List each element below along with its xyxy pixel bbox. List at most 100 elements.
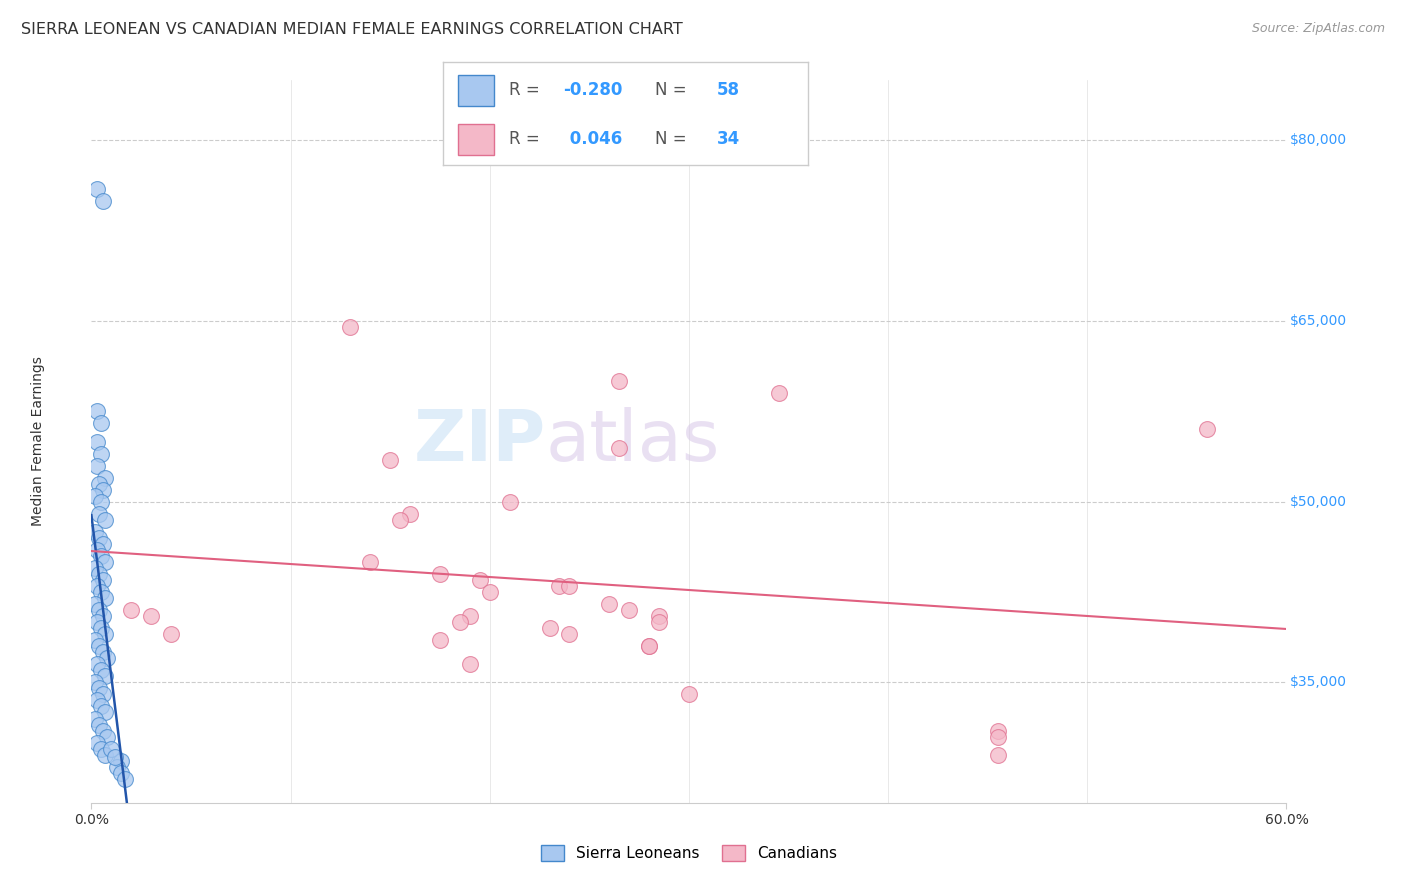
Point (105, 760, 128, 774)
Point (100, 741, 122, 756)
Point (89, 507, 111, 521)
Point (89, 639, 111, 653)
Point (86, 434, 108, 449)
Point (84, 712, 107, 726)
Point (89, 567, 111, 582)
Point (498, 494, 520, 508)
Text: N =: N = (655, 81, 692, 99)
Point (458, 657, 481, 672)
Point (84, 561, 107, 575)
Point (598, 597, 620, 611)
Point (548, 579, 571, 593)
Point (638, 639, 661, 653)
Point (478, 585, 501, 599)
Point (93, 687, 115, 701)
Point (90, 664, 112, 678)
Text: atlas: atlas (546, 407, 720, 476)
Point (86, 657, 108, 672)
Point (619, 603, 641, 617)
Point (84, 597, 107, 611)
Point (93, 483, 115, 497)
Point (90, 446, 112, 460)
Point (84, 675, 107, 690)
Point (104, 750, 127, 764)
Text: R =: R = (509, 81, 544, 99)
Bar (457, 75, 494, 105)
Point (558, 627, 581, 641)
Text: 58: 58 (717, 81, 740, 99)
Point (84, 524, 107, 539)
Legend: Sierra Leoneans, Canadians: Sierra Leoneans, Canadians (534, 839, 844, 867)
Point (141, 609, 162, 624)
Text: $80,000: $80,000 (1291, 134, 1347, 147)
Point (538, 621, 561, 635)
Point (94, 513, 117, 527)
Point (114, 772, 136, 786)
Point (96, 651, 118, 665)
Point (638, 639, 661, 653)
Point (90, 417, 112, 431)
Point (86, 615, 108, 630)
Point (90, 549, 112, 563)
Text: $65,000: $65,000 (1291, 314, 1347, 328)
Point (378, 452, 402, 467)
Point (86, 404, 108, 418)
Text: ZIP: ZIP (413, 407, 546, 476)
Text: R =: R = (509, 130, 544, 148)
Point (90, 494, 112, 508)
Text: Median Female Earnings: Median Female Earnings (31, 357, 45, 526)
Text: N =: N = (655, 130, 692, 148)
Point (96, 730, 118, 744)
Point (94, 627, 117, 641)
Point (89, 681, 111, 696)
Point (768, 386, 790, 401)
Point (429, 567, 451, 582)
Point (468, 573, 491, 587)
Point (89, 476, 111, 491)
Point (86, 579, 108, 593)
Point (93, 645, 115, 659)
Point (89, 603, 111, 617)
Point (449, 615, 471, 630)
Point (678, 687, 700, 701)
Point (648, 609, 671, 624)
Point (987, 723, 1010, 738)
Point (339, 320, 361, 334)
Point (648, 615, 671, 630)
Point (89, 531, 111, 545)
Point (160, 627, 183, 641)
Point (458, 609, 481, 624)
Text: -0.280: -0.280 (564, 81, 623, 99)
Point (90, 621, 112, 635)
Point (90, 585, 112, 599)
Point (90, 741, 112, 756)
Text: Source: ZipAtlas.com: Source: ZipAtlas.com (1251, 22, 1385, 36)
Point (987, 730, 1010, 744)
Text: $35,000: $35,000 (1291, 675, 1347, 690)
Point (987, 747, 1010, 762)
Point (94, 591, 117, 605)
Point (84, 489, 107, 503)
Point (86, 693, 108, 707)
Point (93, 573, 115, 587)
Text: 0.046: 0.046 (564, 130, 621, 148)
Point (94, 747, 117, 762)
Point (86, 181, 108, 195)
Point (93, 609, 115, 624)
Point (90, 699, 112, 714)
Point (399, 507, 422, 521)
Point (389, 513, 412, 527)
Point (1195, 423, 1218, 437)
Point (93, 194, 115, 208)
Bar (457, 124, 494, 155)
Point (93, 723, 115, 738)
Point (89, 717, 111, 731)
Point (120, 603, 142, 617)
Text: SIERRA LEONEAN VS CANADIAN MEDIAN FEMALE EARNINGS CORRELATION CHART: SIERRA LEONEAN VS CANADIAN MEDIAN FEMALE… (21, 22, 683, 37)
Point (94, 706, 117, 720)
Point (429, 633, 451, 648)
Point (93, 537, 115, 551)
Point (94, 471, 117, 485)
Point (359, 555, 381, 569)
Point (110, 765, 132, 780)
